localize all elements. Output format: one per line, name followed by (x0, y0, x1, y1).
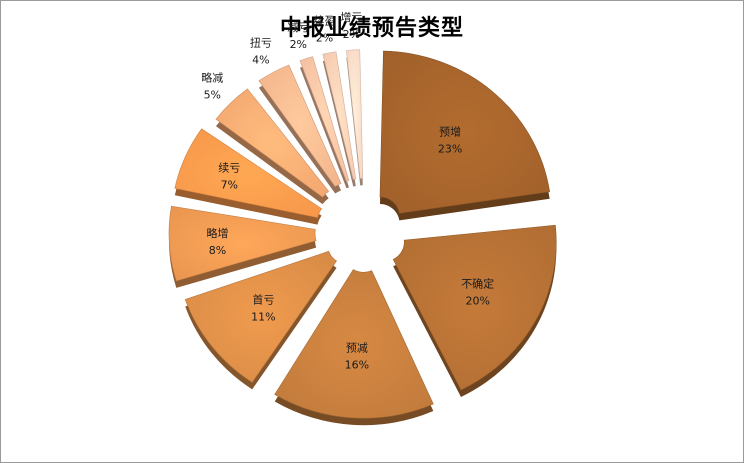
pie-slice-category-label: 续亏 (218, 161, 240, 175)
pie-slice-value-label: 11% (251, 311, 275, 324)
pie-slice-category-label: 略减 (201, 70, 223, 84)
pie-slice-value-label: 16% (345, 358, 369, 371)
pie-slice (174, 128, 323, 218)
pie-slice-category-label: 不确定 (461, 277, 494, 291)
pie-slice-value-label: 2% (290, 38, 307, 51)
pie-slice-value-label: 20% (465, 295, 489, 308)
pie-slice-value-label: 2% (343, 28, 360, 41)
pie-slice (168, 205, 317, 282)
pie-slice-depth (299, 63, 349, 189)
chart-title: 中报业绩预告类型 (279, 16, 464, 41)
pie-slice-category-label: 略增 (207, 226, 229, 240)
pie-slice-value-label: 5% (204, 88, 221, 101)
pie-slice-category-label: 首亏 (252, 293, 274, 307)
pie-slice-category-label: 预减 (346, 341, 368, 354)
pie-slice-category-label: 续盈 (314, 13, 336, 27)
pie-slice (184, 250, 337, 383)
pie-slice-category-label: 增亏 (340, 10, 362, 24)
pie-slice-value-label: 4% (252, 53, 269, 66)
pie-slice (392, 224, 557, 391)
pie-slice-layer (168, 49, 557, 419)
pie-slice-value-label: 7% (221, 179, 238, 192)
pie-slice (215, 88, 330, 198)
pie-slice-category-label: 预增 (439, 124, 461, 138)
pie-slice (379, 50, 551, 214)
pie-slice (258, 64, 342, 187)
pie-slice-category-label: 扭亏 (250, 35, 272, 49)
pie-slice-category-label: 减亏 (287, 21, 309, 34)
pie-slice (322, 51, 357, 180)
pie-slice-value-label: 2% (316, 31, 333, 44)
pie-slice (274, 269, 434, 419)
pie-slice-value-label: 23% (438, 142, 462, 155)
pie-slice-value-label: 8% (209, 244, 226, 257)
pie-slice (346, 49, 364, 179)
pie-slice (299, 56, 350, 182)
pie-label-layer: 预增 23% 不确定 20% 预减 16% 首亏 11% 略增 8% 续亏 7% 略减 5% 扭亏 4% 减亏 2… (201, 10, 494, 371)
